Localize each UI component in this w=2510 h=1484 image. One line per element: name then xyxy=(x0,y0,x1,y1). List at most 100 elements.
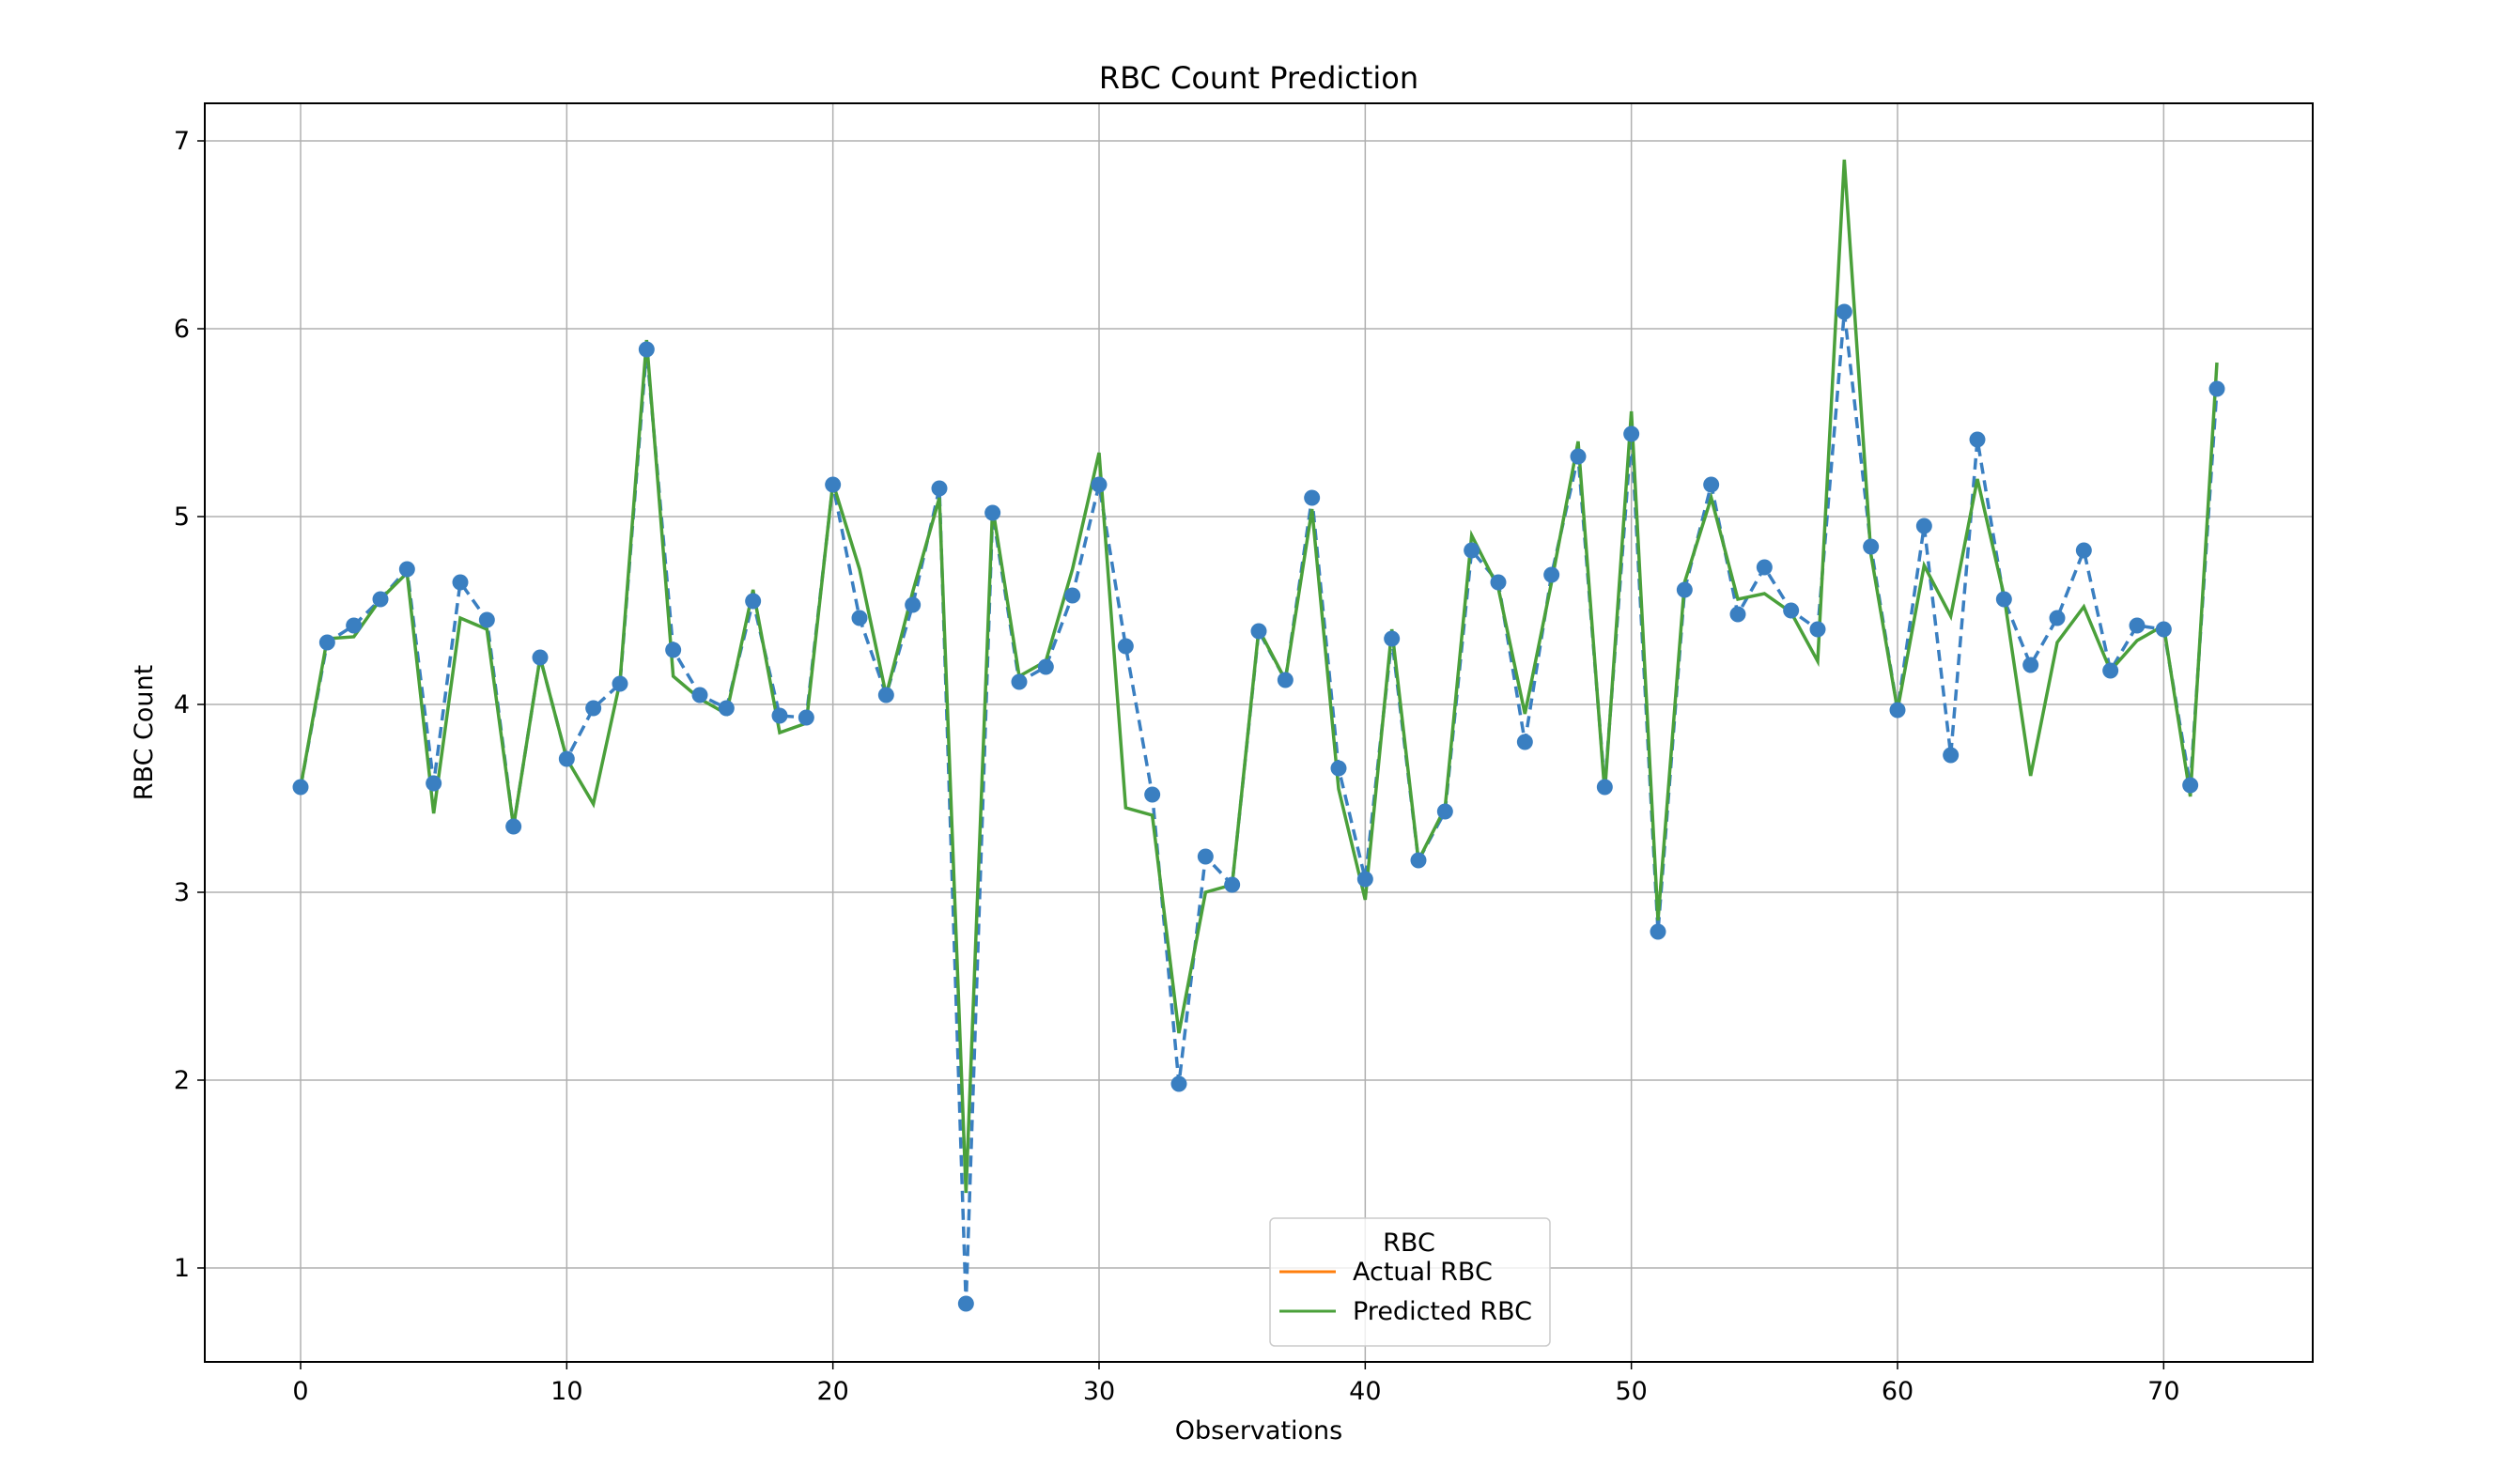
y-tick-label: 4 xyxy=(174,690,190,719)
data-point-actual xyxy=(851,610,868,626)
data-point-actual xyxy=(478,611,495,628)
x-tick-label: 30 xyxy=(1083,1377,1115,1406)
data-point-actual xyxy=(1783,602,1800,619)
data-point-actual xyxy=(2049,610,2066,626)
chart-title: RBC Count Prediction xyxy=(1099,60,1418,96)
data-point-actual xyxy=(1091,476,1108,493)
legend-label-actual: Actual RBC xyxy=(1353,1258,1493,1287)
y-tick-label: 5 xyxy=(174,502,190,532)
data-point-actual xyxy=(1064,587,1081,604)
data-point-actual xyxy=(745,593,762,610)
data-point-actual xyxy=(1943,747,1960,764)
data-point-actual xyxy=(1490,574,1507,591)
data-point-actual xyxy=(1011,673,1028,690)
data-point-actual xyxy=(1969,431,1986,448)
data-point-actual xyxy=(2155,621,2172,638)
data-point-actual xyxy=(2075,542,2092,559)
data-point-actual xyxy=(1915,518,1932,534)
data-point-actual xyxy=(612,675,628,692)
y-tick-label: 1 xyxy=(174,1254,190,1283)
x-tick-label: 40 xyxy=(1349,1377,1381,1406)
plot-area-frame xyxy=(204,102,2314,1363)
grid xyxy=(205,103,2313,1362)
data-point-actual xyxy=(1995,591,2012,608)
data-point-actual xyxy=(372,591,389,608)
data-point-actual xyxy=(1729,606,1746,623)
data-point-actual xyxy=(532,649,549,666)
data-point-actual xyxy=(1144,786,1161,803)
data-point-actual xyxy=(2129,617,2146,634)
data-point-actual xyxy=(638,341,655,358)
data-point-actual xyxy=(1304,489,1321,506)
data-point-actual xyxy=(1596,779,1613,796)
data-point-actual xyxy=(1224,876,1241,893)
data-point-actual xyxy=(505,818,522,835)
data-point-actual xyxy=(452,574,469,591)
y-tick-label: 3 xyxy=(174,878,190,907)
data-point-actual xyxy=(292,779,309,796)
x-tick-label: 20 xyxy=(816,1377,848,1406)
data-point-actual xyxy=(1650,923,1666,940)
y-axis-title: RBC Count xyxy=(130,665,159,800)
axis-ticks: 0 10 20 30 40 50 60 70 1 2 3 4 5 6 7 xyxy=(174,127,2180,1406)
data-point-actual xyxy=(1889,702,1906,719)
data-point-actual xyxy=(825,476,842,493)
data-point-actual xyxy=(1330,760,1347,777)
data-point-actual xyxy=(1037,658,1054,675)
legend-label-predicted: Predicted RBC xyxy=(1353,1297,1532,1326)
data-point-actual xyxy=(2208,380,2225,397)
data-point-actual xyxy=(718,700,735,717)
data-point-actual xyxy=(1863,538,1880,555)
data-point-actual xyxy=(2102,662,2119,679)
data-point-actual xyxy=(798,709,814,726)
data-point-actual xyxy=(691,687,708,703)
data-point-actual xyxy=(2182,777,2199,794)
data-point-actual xyxy=(1756,559,1773,576)
legend: RBC Actual RBC Predicted RBC xyxy=(1269,1217,1551,1347)
data-point-actual xyxy=(318,634,335,651)
data-point-actual xyxy=(877,687,894,703)
data-point-actual xyxy=(984,504,1001,521)
data-point-actual xyxy=(346,617,363,634)
data-point-actual xyxy=(1703,476,1720,493)
data-point-actual xyxy=(426,775,442,792)
data-point-actual xyxy=(1277,672,1294,688)
y-tick-label: 2 xyxy=(174,1066,190,1095)
series-line-actual xyxy=(299,311,2219,1305)
y-tick-label: 7 xyxy=(174,127,190,156)
data-point-actual xyxy=(931,480,948,497)
data-point-actual xyxy=(1410,852,1427,869)
y-tick-label: 6 xyxy=(174,315,190,344)
data-point-actual xyxy=(665,642,682,658)
x-tick-label: 50 xyxy=(1615,1377,1647,1406)
data-point-actual xyxy=(1464,542,1480,559)
data-point-actual xyxy=(1436,803,1453,820)
data-point-actual xyxy=(1516,734,1533,750)
data-point-actual xyxy=(1170,1075,1187,1092)
series-line-predicted xyxy=(299,159,2219,1194)
data-point-actual xyxy=(905,596,922,613)
legend-title: RBC xyxy=(1383,1229,1435,1258)
data-point-actual xyxy=(1809,621,1826,638)
data-point-actual xyxy=(771,707,788,724)
data-point-actual xyxy=(1197,848,1214,865)
series-layer xyxy=(292,159,2225,1312)
x-tick-label: 0 xyxy=(292,1377,308,1406)
data-point-actual xyxy=(1836,303,1852,320)
data-point-actual xyxy=(585,700,602,717)
data-point-actual xyxy=(558,750,575,767)
legend-box xyxy=(1269,1217,1551,1347)
data-point-actual xyxy=(1117,638,1134,655)
x-tick-label: 70 xyxy=(2147,1377,2179,1406)
data-point-actual xyxy=(1570,448,1587,465)
data-point-actual xyxy=(398,561,415,578)
data-point-actual xyxy=(1676,581,1693,598)
data-point-actual xyxy=(1543,566,1560,583)
data-point-actual xyxy=(1384,630,1401,647)
x-axis-title: Observations xyxy=(1175,1416,1342,1445)
data-point-actual xyxy=(2022,657,2039,673)
x-tick-label: 60 xyxy=(1882,1377,1913,1406)
data-point-actual xyxy=(957,1295,974,1312)
x-tick-label: 10 xyxy=(550,1377,582,1406)
